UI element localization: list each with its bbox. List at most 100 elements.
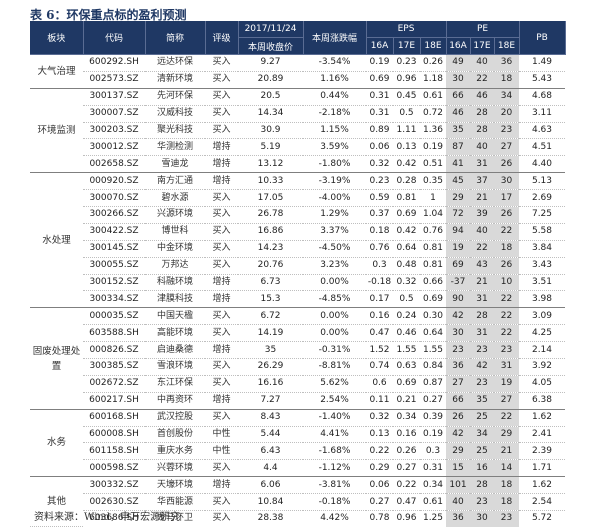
stock-name-cell: 津膜科技 — [156, 293, 193, 304]
rating-cell: 中性 — [205, 426, 238, 444]
stock-code-cell: 600168.SH — [83, 408, 145, 427]
stock-name-cell: 科融环境 — [145, 274, 205, 292]
weekly-change-cell: -3.19% — [303, 172, 366, 191]
header-date: 2017/11/24 — [238, 21, 304, 38]
eps-17e-cell: 0.5 — [393, 105, 420, 123]
pe-16a-cell: 35 — [446, 122, 470, 140]
pe-16a-cell: 26 — [446, 408, 470, 427]
pe-18e-cell: 26 — [494, 155, 519, 173]
weekly-change-cell: -3.81% — [303, 476, 366, 495]
pb-cell: 2.69 — [519, 189, 565, 208]
pe-18e-cell: 18 — [494, 240, 519, 258]
weekly-change-cell: 5.62% — [303, 375, 366, 393]
stock-code-cell: 002573.SZ — [89, 74, 139, 85]
pb-cell: 2.41 — [519, 426, 565, 444]
rating-cell: 买入 — [205, 206, 238, 224]
stock-code-cell: 300334.SZ — [89, 293, 139, 304]
table-row: 603686.SH 龙马环卫 买入 28.38 4.42% 0.78 0.96 1.25 36 3… — [30, 510, 565, 527]
pe-18e-cell: 22 — [494, 408, 519, 427]
eps-16a-cell: 0.06 — [366, 476, 393, 495]
eps-18e-cell: 0.87 — [420, 375, 446, 393]
eps-16a-cell: 0.31 — [366, 105, 393, 123]
stock-code-cell: 300137.SZ — [83, 87, 145, 106]
pe-18e-cell: 27 — [494, 392, 519, 410]
table-title: 表 6：环保重点标的盈利预测 — [30, 8, 187, 22]
weekly-change-cell: 0.00% — [303, 274, 366, 292]
header-eps-18e: 18E — [420, 37, 447, 55]
stock-name-cell: 重庆水务 — [145, 442, 205, 461]
pe-16a-cell: 19 — [446, 240, 470, 258]
stock-name-cell: 南方汇通 — [145, 172, 205, 191]
pe-16a-cell: 66 — [446, 392, 470, 410]
stock-code-cell: 603686.SH — [89, 513, 139, 524]
weekly-change-cell: 3.23% — [303, 257, 366, 275]
pe-16a-cell: 42 — [446, 307, 470, 326]
pb-cell: 4.63 — [519, 122, 565, 140]
pe-18e-cell: 18 — [494, 71, 519, 89]
pe-16a-cell: 45 — [446, 172, 470, 191]
table-row: 300007.SZ 汉威科技 买入 14.34 -2.18% 0.31 0.5 0.72 46 2… — [30, 105, 565, 123]
pe-17e-cell: 21 — [470, 189, 494, 208]
close-price-cell: 5.44 — [238, 426, 303, 444]
eps-18e-cell: 0.76 — [420, 223, 446, 241]
stock-code-cell: 002672.SZ — [83, 375, 145, 393]
pe-17e-cell: 37 — [470, 172, 494, 191]
header-eps: EPS — [366, 21, 447, 38]
eps-18e-cell: 1 — [420, 189, 446, 208]
stock-code-cell: 300385.SZ — [83, 358, 145, 376]
eps-16a-cell: 0.29 — [369, 462, 390, 473]
eps-16a-cell: 0.18 — [366, 223, 393, 241]
pe-18e-cell: 26 — [494, 257, 519, 275]
pe-16a-cell: 72 — [446, 206, 470, 224]
pe-18e-cell: 36 — [494, 54, 519, 72]
eps-17e-cell: 0.42 — [396, 158, 417, 169]
weekly-change-cell: -2.18% — [303, 105, 366, 123]
stock-code-cell: 000598.SZ — [89, 462, 139, 473]
stock-code-cell: 002630.SZ — [83, 493, 145, 512]
close-price-cell: 35 — [238, 341, 303, 360]
sector-label: 环境监测 — [30, 87, 83, 174]
pe-18e-cell: 23 — [494, 341, 519, 360]
rating-cell: 买入 — [205, 408, 238, 427]
stock-code-cell: 300203.SZ — [83, 122, 145, 140]
pe-18e-cell: 34 — [494, 87, 519, 106]
eps-17e-cell: 0.47 — [393, 493, 420, 512]
pb-cell: 4.25 — [519, 324, 565, 343]
pe-16a-cell: 101 — [446, 476, 470, 495]
eps-18e-cell: 0.66 — [420, 274, 446, 292]
eps-16a-cell: 0.11 — [369, 395, 390, 406]
pe-18e-cell: 23 — [494, 510, 519, 527]
stock-code-cell: 300055.SZ — [83, 257, 145, 275]
pb-cell: 1.62 — [519, 408, 565, 427]
eps-17e-cell: 0.23 — [393, 54, 420, 72]
rating-cell: 中性 — [205, 442, 238, 461]
rating-cell: 买入 — [205, 257, 238, 275]
eps-18e-cell: 1.18 — [422, 74, 444, 85]
close-price-cell: 13.12 — [257, 158, 284, 169]
stock-name-cell: 武汉控股 — [145, 408, 205, 427]
table-row: 300055.SZ 万邦达 买入 20.76 3.23% 0.3 0.48 0.81 69 43 2… — [30, 257, 565, 275]
stock-name-cell: 东江环保 — [145, 375, 205, 393]
pe-16a-cell: -37 — [446, 274, 470, 292]
pb-cell: 3.11 — [519, 105, 565, 123]
table-row: 300012.SZ 华测检测 增持 5.19 3.59% 0.06 0.13 0.19 87 40… — [30, 138, 565, 157]
stock-code-cell: 300332.SZ — [83, 476, 145, 495]
table-row: 000826.SZ 启迪桑德 增持 35 -0.31% 1.52 1.55 1.55 23 23 2… — [30, 341, 565, 360]
source-note: 资料来源：Wind，申万宏源研究 — [34, 512, 181, 523]
eps-16a-cell: -0.18 — [366, 274, 393, 292]
weekly-change-cell: 0.00% — [303, 324, 366, 343]
pb-cell: 5.43 — [531, 74, 553, 85]
eps-18e-cell: 0.81 — [420, 257, 446, 275]
pb-cell: 4.40 — [531, 158, 553, 169]
weekly-change-cell: -0.18% — [303, 493, 366, 512]
rating-cell: 买入 — [205, 54, 238, 72]
eps-17e-cell: 0.96 — [396, 74, 417, 85]
eps-16a-cell: 0.17 — [369, 293, 390, 304]
pe-18e-cell: 19 — [494, 375, 519, 393]
rating-cell: 买入 — [205, 122, 238, 140]
stock-code-cell: 300007.SZ — [83, 105, 145, 123]
eps-16a-cell: 0.19 — [366, 54, 393, 72]
stock-code-cell: 600217.SH — [89, 395, 139, 406]
weekly-change-cell: 1.29% — [303, 206, 366, 224]
weekly-change-cell: 4.42% — [320, 513, 349, 524]
